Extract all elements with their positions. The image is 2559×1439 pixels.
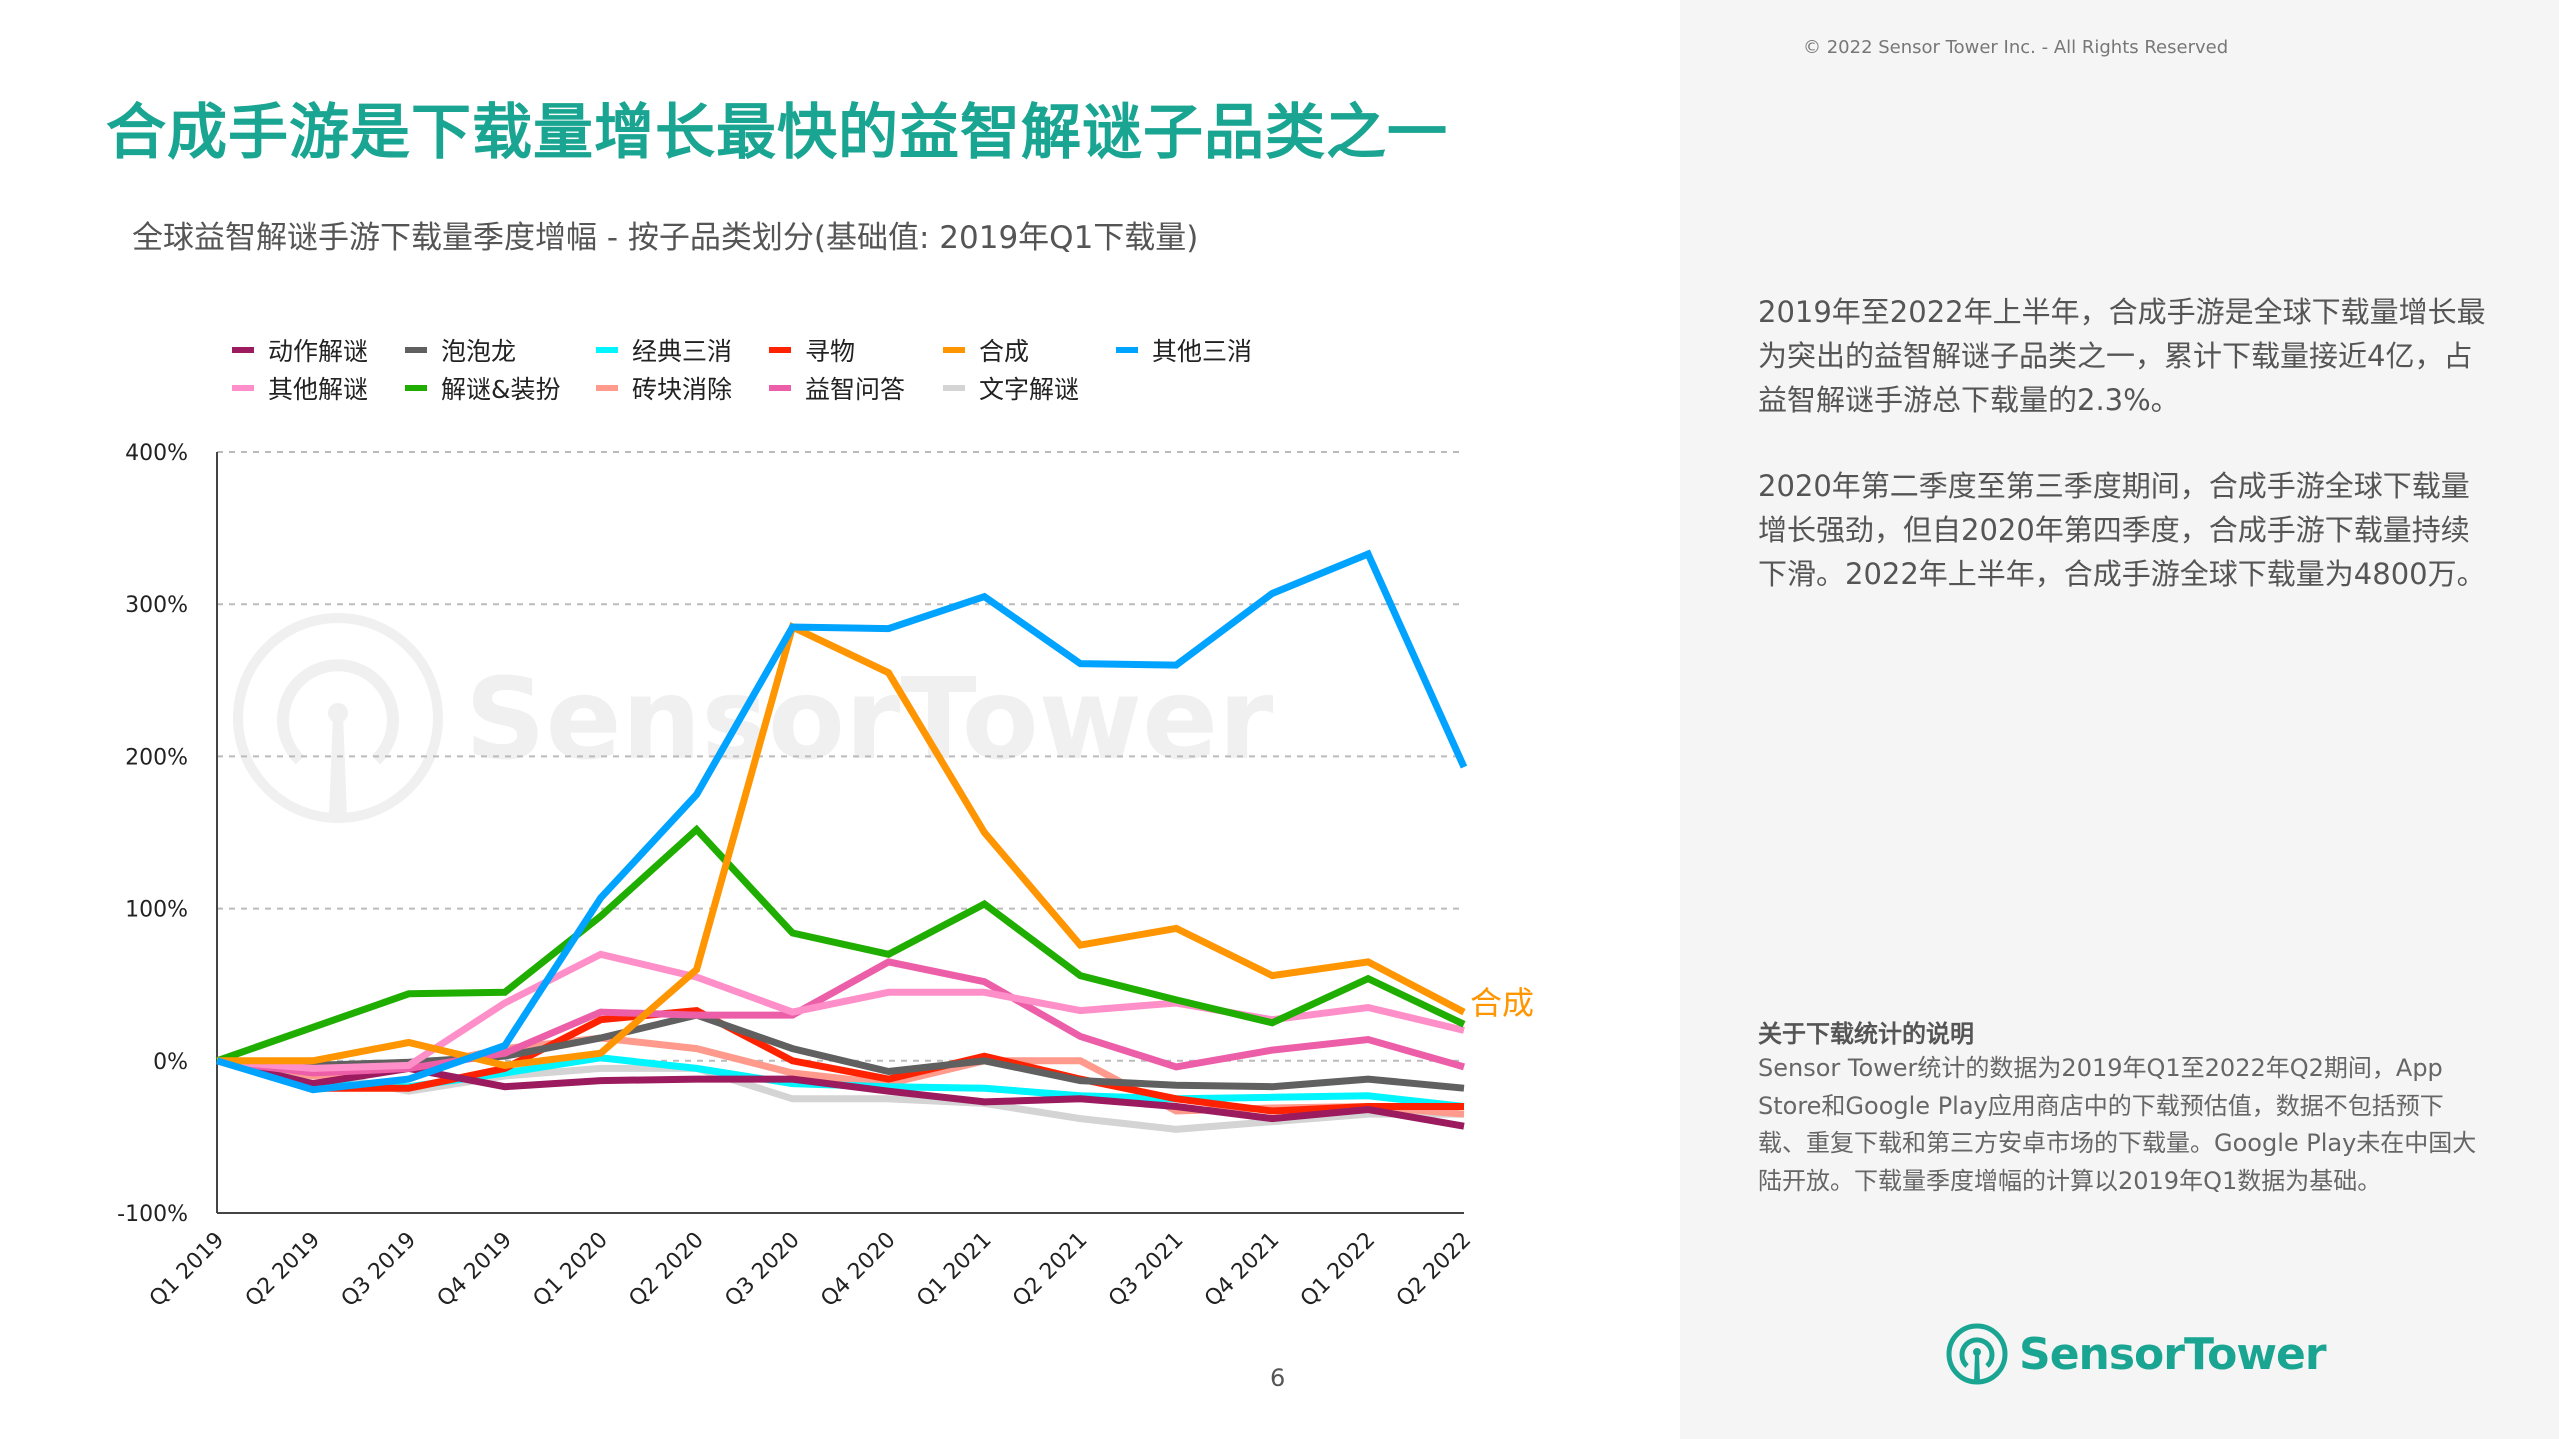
summary-paragraph-2: 2020年第二季度至第三季度期间，合成手游全球下载量增长强劲，但自2020年第四… xyxy=(1758,469,2486,591)
legend-label: 寻物 xyxy=(805,337,856,366)
x-tick-label: Q4 2020 xyxy=(816,1228,900,1312)
watermark-logo: SensorTower xyxy=(233,613,1273,823)
watermark-stem xyxy=(329,715,347,815)
series-annotation: 合成 xyxy=(1470,984,1534,1022)
legend-item: 经典三消 xyxy=(596,332,732,368)
y-tick-label: -100% xyxy=(117,1202,188,1227)
legend-label: 文字解谜 xyxy=(979,375,1080,404)
legend-label: 砖块消除 xyxy=(632,375,733,404)
legend-item: 砖块消除 xyxy=(596,370,732,406)
x-tick-label: Q1 2022 xyxy=(1296,1228,1380,1312)
x-tick-label: Q2 2021 xyxy=(1008,1228,1092,1312)
legend-item: 其他三消 xyxy=(1116,332,1252,368)
legend-label: 合成 xyxy=(979,337,1030,366)
right-panel xyxy=(1680,0,2559,1439)
sensor-tower-logo-icon xyxy=(1946,1323,2008,1385)
legend-swatch xyxy=(769,347,791,353)
series-line-8 xyxy=(215,824,1466,1065)
series-line-2 xyxy=(216,1011,1465,1092)
page-title: 合成手游是下载量增长最快的益智解谜子品类之一 xyxy=(106,98,1448,168)
y-tick-label: 0% xyxy=(153,1050,188,1075)
legend-swatch xyxy=(943,385,965,391)
legend-swatch xyxy=(232,347,254,353)
note-heading: 关于下载统计的说明 xyxy=(1758,1020,1974,1048)
series-line-6 xyxy=(215,549,1468,1094)
legend-swatch xyxy=(1116,347,1138,353)
legend-swatch xyxy=(596,385,618,391)
legend-item: 其他解谜 xyxy=(232,370,368,406)
legend-swatch xyxy=(405,347,427,353)
legend-label: 泡泡龙 xyxy=(441,337,517,366)
legend-label: 解谜&装扮 xyxy=(441,375,561,404)
series-line-5 xyxy=(217,622,1466,1069)
legend-item: 益智问答 xyxy=(769,370,905,406)
x-tick-label: Q2 2020 xyxy=(625,1228,709,1312)
legend-swatch xyxy=(943,347,965,353)
line-chart: SensorTower 400%300%200%100%0%-100%Q1 20… xyxy=(117,441,1534,1312)
y-tick-label: 200% xyxy=(125,745,188,770)
sensor-tower-logo: SensorTower xyxy=(1945,1322,2327,1386)
legend-label: 其他三消 xyxy=(1152,337,1253,366)
x-tick-label: Q3 2021 xyxy=(1104,1228,1188,1312)
legend-item: 解谜&装扮 xyxy=(405,370,561,406)
legend-swatch xyxy=(405,385,427,391)
legend-swatch xyxy=(769,385,791,391)
page-number: 6 xyxy=(1270,1364,1286,1392)
note-body: Sensor Tower统计的数据为2019年Q1至2022年Q2期间，App … xyxy=(1758,1054,2477,1195)
legend-swatch xyxy=(232,385,254,391)
x-tick-label: Q3 2020 xyxy=(720,1228,804,1312)
y-tick-label: 100% xyxy=(125,898,188,923)
legend-item: 泡泡龙 xyxy=(405,332,516,368)
x-tick-label: Q1 2020 xyxy=(529,1228,613,1312)
legend-item: 寻物 xyxy=(769,332,855,368)
legend-item: 合成 xyxy=(943,332,1029,368)
series-line-4 xyxy=(216,1007,1464,1115)
watermark-arc xyxy=(277,659,399,765)
summary-paragraph-1: 2019年至2022年上半年，合成手游是全球下载量增长最为突出的益智解谜子品类之… xyxy=(1758,295,2486,417)
series-line-11 xyxy=(216,1057,1464,1133)
series-line-10 xyxy=(216,958,1465,1077)
x-tick-label: Q2 2022 xyxy=(1392,1228,1476,1312)
y-tick-label: 300% xyxy=(125,593,188,618)
legend-label: 其他解谜 xyxy=(268,375,369,404)
x-tick-label: Q1 2021 xyxy=(912,1228,996,1312)
legend-item: 文字解谜 xyxy=(943,370,1079,406)
y-tick-label: 400% xyxy=(125,441,188,466)
legend-label: 动作解谜 xyxy=(268,337,369,366)
x-tick-label: Q2 2019 xyxy=(241,1228,325,1312)
x-tick-label: Q1 2019 xyxy=(145,1228,229,1312)
x-tick-label: Q3 2019 xyxy=(337,1228,421,1312)
logo-text: SensorTower xyxy=(2019,1328,2327,1380)
copyright: © 2022 Sensor Tower Inc. - All Rights Re… xyxy=(1803,37,2229,58)
x-tick-label: Q4 2021 xyxy=(1200,1228,1284,1312)
legend-label: 经典三消 xyxy=(632,337,733,366)
chart-title: 全球益智解谜手游下载量季度增幅 - 按子品类划分(基础值: 2019年Q1下载量… xyxy=(132,220,1199,256)
legend-label: 益智问答 xyxy=(805,375,906,404)
x-tick-label: Q4 2019 xyxy=(433,1228,517,1312)
watermark-text: SensorTower xyxy=(465,655,1273,785)
legend-swatch xyxy=(596,347,618,353)
legend-item: 动作解谜 xyxy=(232,332,368,368)
watermark-circle xyxy=(233,613,443,823)
